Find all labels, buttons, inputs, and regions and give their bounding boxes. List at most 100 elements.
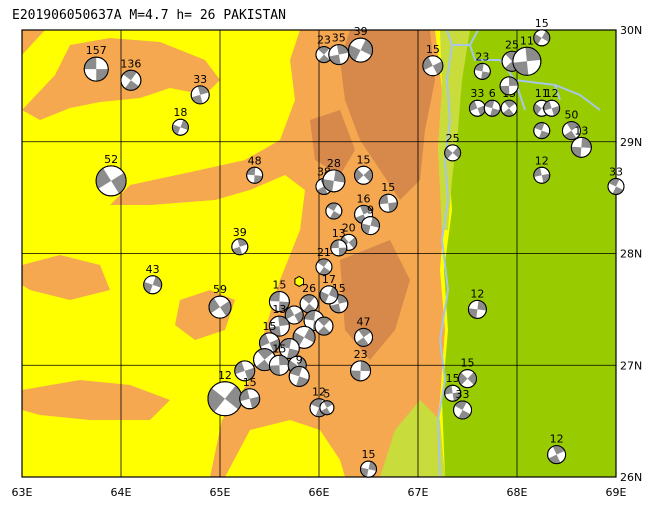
focal-mechanism: 25 [501, 38, 523, 72]
depth-label: 157 [86, 44, 107, 57]
x-tick-label: 68E [507, 486, 528, 499]
focal-mechanism: 12 [543, 87, 561, 117]
depth-label: 11 [535, 87, 549, 100]
depth-label: 13 [332, 227, 346, 240]
depth-label: 43 [146, 263, 160, 276]
depth-label: 15 [362, 448, 376, 461]
focal-mechanism [314, 316, 334, 336]
focal-mechanism: 5 [319, 388, 335, 416]
depth-label: 13 [574, 124, 588, 137]
focal-mechanism [234, 360, 256, 382]
focal-mechanism: 15 [533, 17, 551, 47]
depth-label: 48 [248, 154, 262, 167]
focal-mechanism: 136 [120, 57, 142, 91]
focal-mechanism: 33 [607, 165, 625, 195]
depth-label: 15 [446, 372, 460, 385]
focal-mechanism [325, 202, 343, 220]
epicenter-hexagon [294, 275, 304, 287]
focal-mechanism: 26 [299, 282, 319, 314]
focal-mechanism: 9 [360, 204, 380, 236]
focal-mechanism: 48 [246, 154, 264, 184]
depth-label: 12 [550, 433, 564, 446]
x-tick-label: 65E [210, 486, 231, 499]
focal-mechanism: 15 [354, 153, 374, 185]
depth-label: 47 [357, 315, 371, 328]
focal-mechanism: 12 [467, 287, 487, 319]
focal-mechanism: 15 [268, 342, 290, 376]
focal-mechanism: 13 [330, 227, 348, 257]
focal-mechanism: 11 [512, 34, 542, 76]
grid-lines [22, 30, 616, 477]
focal-mechanism: 43 [143, 263, 163, 295]
focal-mechanism: 21 [315, 246, 333, 276]
map-panel: 63E 64E 65E 66E 67E 68E 69E 30N 29N 28N 27N 26N 157… [12, 17, 643, 499]
depth-label: 21 [317, 246, 331, 259]
y-tick-label: 26N [620, 471, 642, 484]
highland-area [22, 30, 45, 55]
depth-label: 33 [193, 73, 207, 86]
focal-mechanism: 47 [354, 315, 374, 347]
depth-label: 35 [332, 32, 346, 45]
focal-mechanism [533, 122, 551, 140]
x-tick-label: 67E [408, 486, 429, 499]
depth-label: 20 [342, 221, 356, 234]
depth-label: 39 [354, 25, 368, 38]
depth-label: 15 [263, 320, 277, 333]
depth-label: 52 [104, 153, 118, 166]
focal-mechanism: 39 [231, 226, 249, 256]
depth-label: 25 [505, 38, 519, 51]
depth-label: 59 [213, 283, 227, 296]
depth-label: 26 [302, 282, 316, 295]
indus-river [436, 30, 601, 477]
depth-label: 15 [381, 181, 395, 194]
x-tick-label: 69E [606, 486, 627, 499]
focal-mechanism: 15 [378, 181, 398, 213]
depth-label: 9 [296, 353, 303, 366]
y-tick-label: 29N [620, 136, 642, 149]
map-frame [21, 29, 617, 478]
focal-mechanism: 9 [288, 353, 310, 387]
depth-label: 6 [489, 87, 496, 100]
depth-label: 15 [461, 357, 475, 370]
depth-label: 15 [272, 279, 286, 292]
focal-mechanism [499, 76, 519, 96]
focal-mechanism: 15 [259, 320, 280, 354]
depth-label: 28 [327, 157, 341, 170]
depth-label: 15 [357, 153, 371, 166]
depth-label: 18 [173, 106, 187, 119]
focal-mechanism: 59 [208, 283, 232, 319]
ridge-area [340, 30, 435, 200]
map-title: E201906050637A M=4.7 h= 26 PAKISTAN [12, 8, 286, 23]
depth-label: 33 [456, 388, 470, 401]
depth-label: 15 [426, 43, 440, 56]
depth-label: 12 [218, 369, 232, 382]
focal-mechanism: 12 [533, 154, 551, 184]
depth-label: 136 [120, 57, 141, 70]
focal-mechanisms: 1571363318524823353915232511153361511125… [83, 17, 625, 478]
x-tick-label: 64E [111, 486, 132, 499]
focal-mechanism: 6 [483, 87, 501, 117]
depth-label: 12 [545, 87, 559, 100]
y-tick-label: 27N [620, 359, 642, 372]
focal-mechanism: 12 [309, 386, 329, 418]
focal-mechanism: 39 [348, 25, 374, 63]
focal-mechanism [278, 337, 300, 359]
depth-label: 39 [233, 226, 247, 239]
focal-mechanism: 15 [239, 376, 261, 410]
focal-mechanism: 50 [561, 109, 581, 141]
depth-label: 33 [609, 165, 623, 178]
depth-label: 12 [312, 386, 326, 399]
depth-label: 9 [367, 204, 374, 217]
focal-mechanism: 157 [83, 44, 109, 82]
focal-mechanism: 33 [190, 73, 210, 105]
focal-mechanism: 15 [422, 43, 444, 77]
depth-label: 50 [564, 109, 578, 122]
focal-mechanism: 33 [453, 388, 473, 420]
depth-label: 15 [535, 17, 549, 30]
epicenter-marker [294, 275, 304, 287]
focal-mechanism: 15 [360, 448, 377, 478]
focal-mechanism: 13 [268, 303, 290, 337]
depth-label: 23 [354, 348, 368, 361]
y-tick-label: 28N [620, 248, 642, 261]
